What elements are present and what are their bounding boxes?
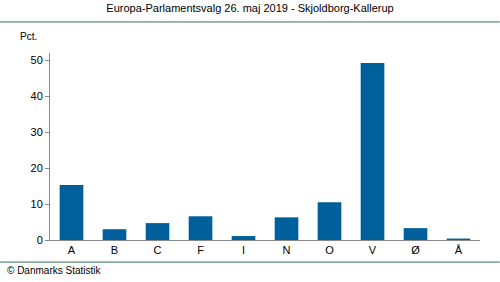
svg-text:C: C [154, 244, 162, 256]
svg-text:Pct.: Pct. [20, 31, 37, 42]
svg-text:© Danmarks Statistik: © Danmarks Statistik [7, 265, 102, 276]
svg-text:40: 40 [31, 90, 43, 102]
svg-text:Ø: Ø [411, 244, 420, 256]
svg-text:A: A [68, 244, 76, 256]
svg-text:Å: Å [455, 244, 463, 256]
svg-text:F: F [197, 244, 204, 256]
svg-text:30: 30 [31, 126, 43, 138]
svg-text:0: 0 [37, 234, 43, 246]
svg-text:Europa-Parlamentsvalg 26. maj: Europa-Parlamentsvalg 26. maj 2019 - Skj… [106, 2, 393, 14]
svg-text:50: 50 [31, 54, 43, 66]
svg-text:B: B [111, 244, 118, 256]
svg-text:10: 10 [31, 198, 43, 210]
svg-text:O: O [325, 244, 334, 256]
svg-text:V: V [369, 244, 377, 256]
svg-text:I: I [242, 244, 245, 256]
svg-text:20: 20 [31, 162, 43, 174]
svg-text:N: N [283, 244, 291, 256]
